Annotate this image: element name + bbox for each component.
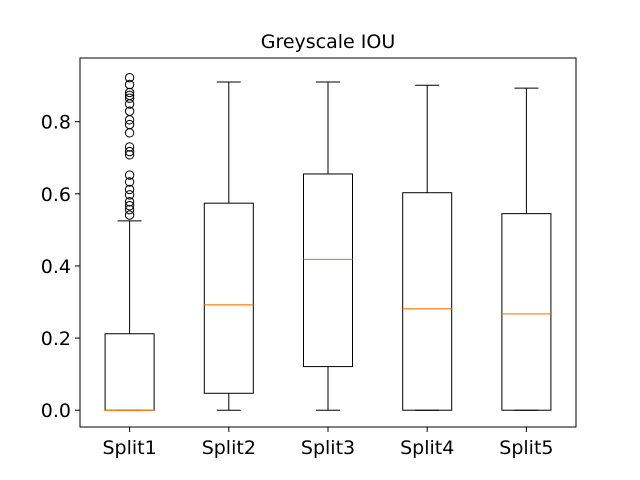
outlier-point (124, 119, 135, 130)
y-tick-label: 0.2 (41, 328, 71, 350)
x-tick-label: Split5 (499, 437, 553, 459)
outlier-point (124, 177, 135, 187)
outlier-point (124, 106, 135, 116)
iqr-box (104, 333, 155, 411)
outlier-point (124, 170, 135, 180)
box-split4 (402, 84, 453, 411)
outlier-point (124, 90, 135, 101)
outlier-point (124, 142, 135, 152)
box-split3 (303, 81, 353, 411)
outlier-point (124, 79, 135, 90)
y-axis: 0.0 0.2 0.4 0.6 0.8 (41, 112, 80, 422)
iqr-box (402, 192, 453, 411)
chart-title: Greyscale IOU (261, 31, 396, 53)
y-tick-label: 0.8 (41, 112, 71, 134)
y-tick-label: 0.4 (41, 256, 71, 278)
plot-area (104, 72, 552, 411)
iqr-box (303, 173, 353, 368)
x-tick-label: Split2 (202, 437, 256, 459)
iqr-box (203, 202, 254, 394)
x-axis: Split1 Split2 Split3 Split4 Split5 (102, 427, 554, 459)
x-tick-label: Split1 (102, 437, 156, 459)
outlier-point (124, 93, 135, 103)
box-split5 (501, 87, 552, 411)
outlier-point (124, 197, 135, 207)
x-tick-label: Split4 (400, 437, 454, 459)
outlier-point (124, 190, 135, 200)
y-tick-label: 0.0 (41, 400, 71, 422)
x-tick-label: Split3 (301, 437, 355, 459)
y-tick-label: 0.6 (41, 184, 71, 206)
outlier-point (124, 146, 135, 157)
outlier-point (124, 201, 135, 211)
outlier-point (124, 128, 135, 138)
outlier-point (124, 72, 135, 83)
outlier-point (124, 184, 135, 195)
iqr-box (501, 213, 552, 411)
box-split2 (203, 81, 254, 411)
box-split1 (104, 72, 155, 411)
outlier-point (124, 210, 135, 220)
